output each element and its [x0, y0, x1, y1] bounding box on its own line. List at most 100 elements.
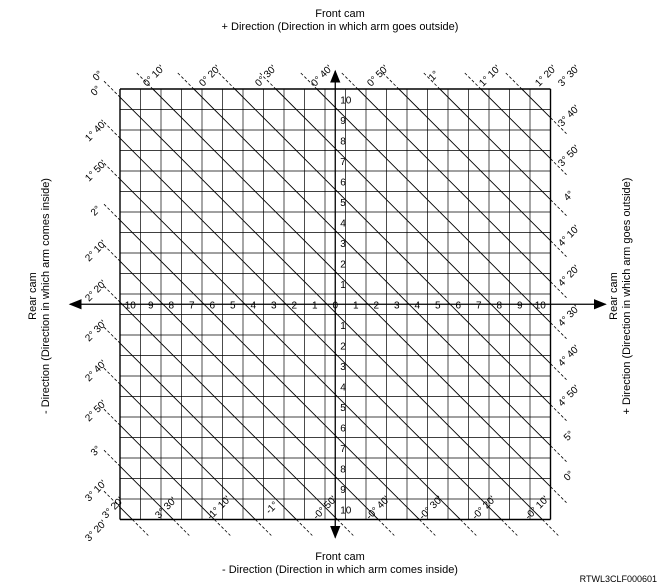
y-scale-label: 7 — [340, 157, 346, 168]
angle-label: 3° 50' — [556, 143, 582, 169]
diagonal-extension — [550, 117, 567, 134]
diagonal-extension — [103, 80, 121, 98]
diagonal-lines — [103, 72, 567, 536]
y-scale-label: 10 — [340, 505, 352, 516]
angle-label: 0° — [89, 84, 104, 99]
angle-label: 2° 20' — [83, 278, 109, 304]
bottom-caption: Front cam - Direction (Direction in whic… — [180, 551, 500, 577]
angle-label: 2° 40' — [83, 358, 109, 384]
x-scale-label: 5 — [230, 300, 236, 311]
y-scale-label: 8 — [340, 136, 346, 147]
angle-label: 1° 20' — [533, 63, 559, 89]
angle-label: 2° 30' — [83, 318, 109, 344]
diagonal-extension — [341, 72, 359, 90]
top-caption-subtitle: + Direction (Direction in which arm goes… — [221, 21, 459, 33]
diagonal-extension — [550, 281, 567, 298]
angle-label: 0° — [91, 69, 106, 84]
diagonal-extension — [103, 162, 121, 180]
y-scale-label: 9 — [340, 116, 346, 127]
diagonal-extension — [505, 72, 523, 90]
diagonal-extension — [103, 367, 121, 385]
angle-label: 4° 30' — [556, 303, 582, 329]
x-scale-label: 7 — [189, 300, 195, 311]
angle-label: 3° 20' — [83, 518, 109, 544]
angle-label: 3° 40' — [556, 103, 582, 129]
diagonal-line — [119, 301, 338, 520]
diagonal-extension — [542, 519, 559, 536]
x-scale-label: 7 — [476, 300, 482, 311]
x-scale-label: 3 — [271, 300, 277, 311]
diagonal-extension — [103, 449, 121, 467]
angle-label: 4° 10' — [556, 223, 582, 249]
y-scale-label: 2 — [340, 259, 346, 270]
angle-label: 4° 50' — [556, 383, 582, 409]
angle-label: 3° 10' — [83, 478, 109, 504]
diagonal-extension — [550, 199, 567, 216]
y-scale-label: 4 — [340, 218, 346, 229]
diagonal-line — [398, 88, 551, 242]
angle-label: 0° 40' — [309, 63, 335, 89]
diagonal-extension — [460, 519, 477, 536]
diagonal-line — [275, 88, 551, 365]
angle-label: -0° 40' — [364, 494, 392, 522]
diagonal-extension — [378, 519, 395, 536]
diagonal-line — [193, 88, 551, 447]
diagonal-line — [119, 137, 502, 520]
diagonal-line — [119, 506, 133, 520]
diagonal-extension — [550, 445, 567, 462]
y-scale-label: 9 — [340, 485, 346, 496]
diagonal-extension — [103, 121, 121, 139]
angle-label: 2° 50' — [83, 398, 109, 424]
angle-label: 1° 50' — [83, 158, 109, 184]
y-scale-label: 1 — [340, 321, 346, 332]
diagonal-line — [152, 88, 551, 488]
diagonal-extension — [423, 72, 441, 90]
x-scale-label: 10 — [535, 300, 547, 311]
angle-label: 4° — [562, 189, 577, 204]
x-scale-label: 9 — [517, 300, 523, 311]
top-caption-title: Front cam — [315, 8, 365, 20]
angle-label: 0° 50' — [365, 63, 391, 89]
diagonal-line — [521, 88, 551, 119]
x-scale-label: 8 — [496, 300, 502, 311]
angle-label: -1° — [264, 500, 281, 517]
angle-label: 4° 20' — [556, 263, 582, 289]
diagonal-extension — [550, 404, 567, 421]
scale-labels: 10 9 8 7 6 5 4 3 2 1 0 1 2 3 4 5 6 7 8 9 1010987654321123456… — [125, 95, 547, 516]
diagonal-line — [119, 342, 297, 520]
diagonal-extension — [464, 72, 482, 90]
angle-label: 1° — [427, 69, 442, 84]
angle-label: -0° 30' — [417, 494, 445, 522]
diagonal-extension — [103, 244, 121, 262]
diagonal-extension — [550, 486, 567, 503]
diagonal-extension — [382, 72, 400, 90]
diagonal-extension — [337, 519, 354, 536]
angle-label: 0° 10' — [141, 63, 167, 89]
diagonal-extension — [550, 363, 567, 380]
diagonal-line — [119, 424, 215, 520]
angle-label: -0° 10' — [523, 494, 551, 522]
angle-label: 2° 10' — [83, 238, 109, 264]
angle-label: 5° — [562, 429, 577, 444]
diagonal-extension — [103, 408, 121, 426]
diagonal-extension — [550, 158, 567, 175]
x-scale-label: 0 — [332, 300, 338, 311]
diagonal-extension — [177, 72, 195, 90]
diagonal-extension — [103, 490, 121, 508]
angle-label: 0° — [562, 469, 577, 484]
x-scale-label: 4 — [414, 300, 420, 311]
bottom-caption-title: Front cam — [315, 551, 365, 563]
angle-label: 2° — [89, 204, 104, 219]
y-scale-label: 3 — [340, 239, 346, 250]
diagonal-extension — [259, 72, 277, 90]
diagonal-extension — [419, 519, 436, 536]
figure-code: RTWL3CLF000601 — [579, 574, 657, 584]
diagonal-extension — [255, 519, 272, 536]
diagonal-extension — [501, 519, 518, 536]
x-scale-label: 1 — [353, 300, 359, 311]
angle-label: 4° 40' — [556, 343, 582, 369]
diagonal-line — [119, 219, 420, 520]
diagonal-extension — [214, 519, 231, 536]
